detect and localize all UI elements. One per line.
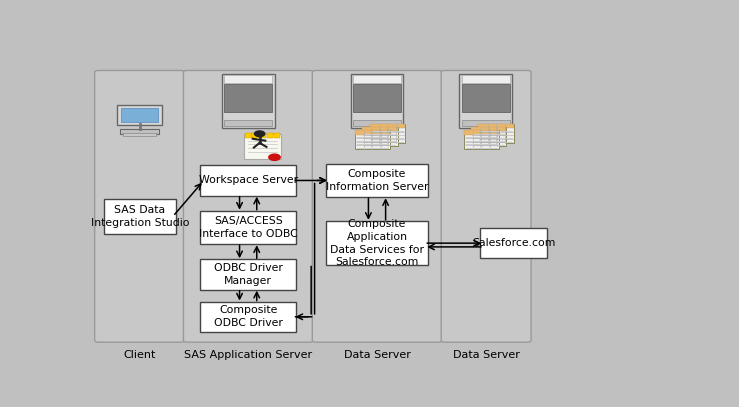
Circle shape: [269, 154, 280, 160]
FancyBboxPatch shape: [327, 221, 428, 265]
FancyBboxPatch shape: [121, 108, 158, 122]
FancyBboxPatch shape: [200, 211, 296, 244]
FancyBboxPatch shape: [471, 127, 506, 131]
FancyBboxPatch shape: [273, 133, 280, 138]
FancyBboxPatch shape: [463, 130, 499, 149]
FancyBboxPatch shape: [370, 124, 405, 128]
FancyBboxPatch shape: [460, 74, 512, 127]
FancyBboxPatch shape: [327, 164, 428, 197]
Text: Data Server: Data Server: [344, 350, 411, 360]
Circle shape: [254, 131, 265, 137]
FancyBboxPatch shape: [224, 120, 272, 126]
FancyBboxPatch shape: [183, 70, 313, 342]
FancyBboxPatch shape: [253, 133, 259, 138]
FancyBboxPatch shape: [123, 133, 156, 136]
FancyBboxPatch shape: [200, 165, 296, 196]
FancyBboxPatch shape: [313, 70, 443, 342]
Text: SAS/ACCESS
Interface to ODBC: SAS/ACCESS Interface to ODBC: [199, 216, 298, 239]
FancyBboxPatch shape: [117, 105, 163, 125]
FancyBboxPatch shape: [478, 124, 514, 128]
FancyBboxPatch shape: [480, 228, 548, 258]
Text: Salesforce.com: Salesforce.com: [472, 238, 556, 248]
FancyBboxPatch shape: [463, 130, 499, 135]
FancyBboxPatch shape: [478, 124, 514, 143]
Text: Composite
Information Server: Composite Information Server: [326, 169, 429, 192]
FancyBboxPatch shape: [355, 130, 390, 135]
FancyBboxPatch shape: [224, 84, 272, 112]
Text: Composite
Application
Data Services for
Salesforce.com: Composite Application Data Services for …: [330, 219, 424, 267]
FancyBboxPatch shape: [259, 133, 266, 138]
FancyBboxPatch shape: [471, 127, 506, 146]
Text: Client: Client: [123, 350, 156, 360]
FancyBboxPatch shape: [103, 199, 177, 234]
FancyBboxPatch shape: [353, 84, 401, 112]
FancyBboxPatch shape: [353, 75, 401, 83]
FancyBboxPatch shape: [120, 129, 159, 134]
FancyBboxPatch shape: [200, 259, 296, 290]
Text: Workspace Server: Workspace Server: [199, 175, 298, 186]
FancyBboxPatch shape: [362, 127, 398, 146]
FancyBboxPatch shape: [462, 75, 510, 83]
FancyBboxPatch shape: [222, 74, 274, 127]
FancyBboxPatch shape: [353, 120, 401, 126]
Text: SAS Application Server: SAS Application Server: [184, 350, 313, 360]
FancyBboxPatch shape: [244, 134, 282, 159]
FancyBboxPatch shape: [462, 120, 510, 126]
FancyBboxPatch shape: [351, 74, 403, 127]
Text: Data Server: Data Server: [453, 350, 520, 360]
Text: ODBC Driver
Manager: ODBC Driver Manager: [214, 263, 282, 286]
FancyBboxPatch shape: [245, 133, 252, 138]
FancyBboxPatch shape: [200, 302, 296, 332]
FancyBboxPatch shape: [224, 75, 272, 83]
FancyBboxPatch shape: [355, 130, 390, 149]
FancyBboxPatch shape: [95, 70, 185, 342]
FancyBboxPatch shape: [441, 70, 531, 342]
Text: Composite
ODBC Driver: Composite ODBC Driver: [214, 305, 282, 328]
FancyBboxPatch shape: [370, 124, 405, 143]
Text: SAS Data
Integration Studio: SAS Data Integration Studio: [91, 205, 189, 228]
FancyBboxPatch shape: [462, 84, 510, 112]
FancyBboxPatch shape: [362, 127, 398, 131]
FancyBboxPatch shape: [267, 133, 273, 138]
